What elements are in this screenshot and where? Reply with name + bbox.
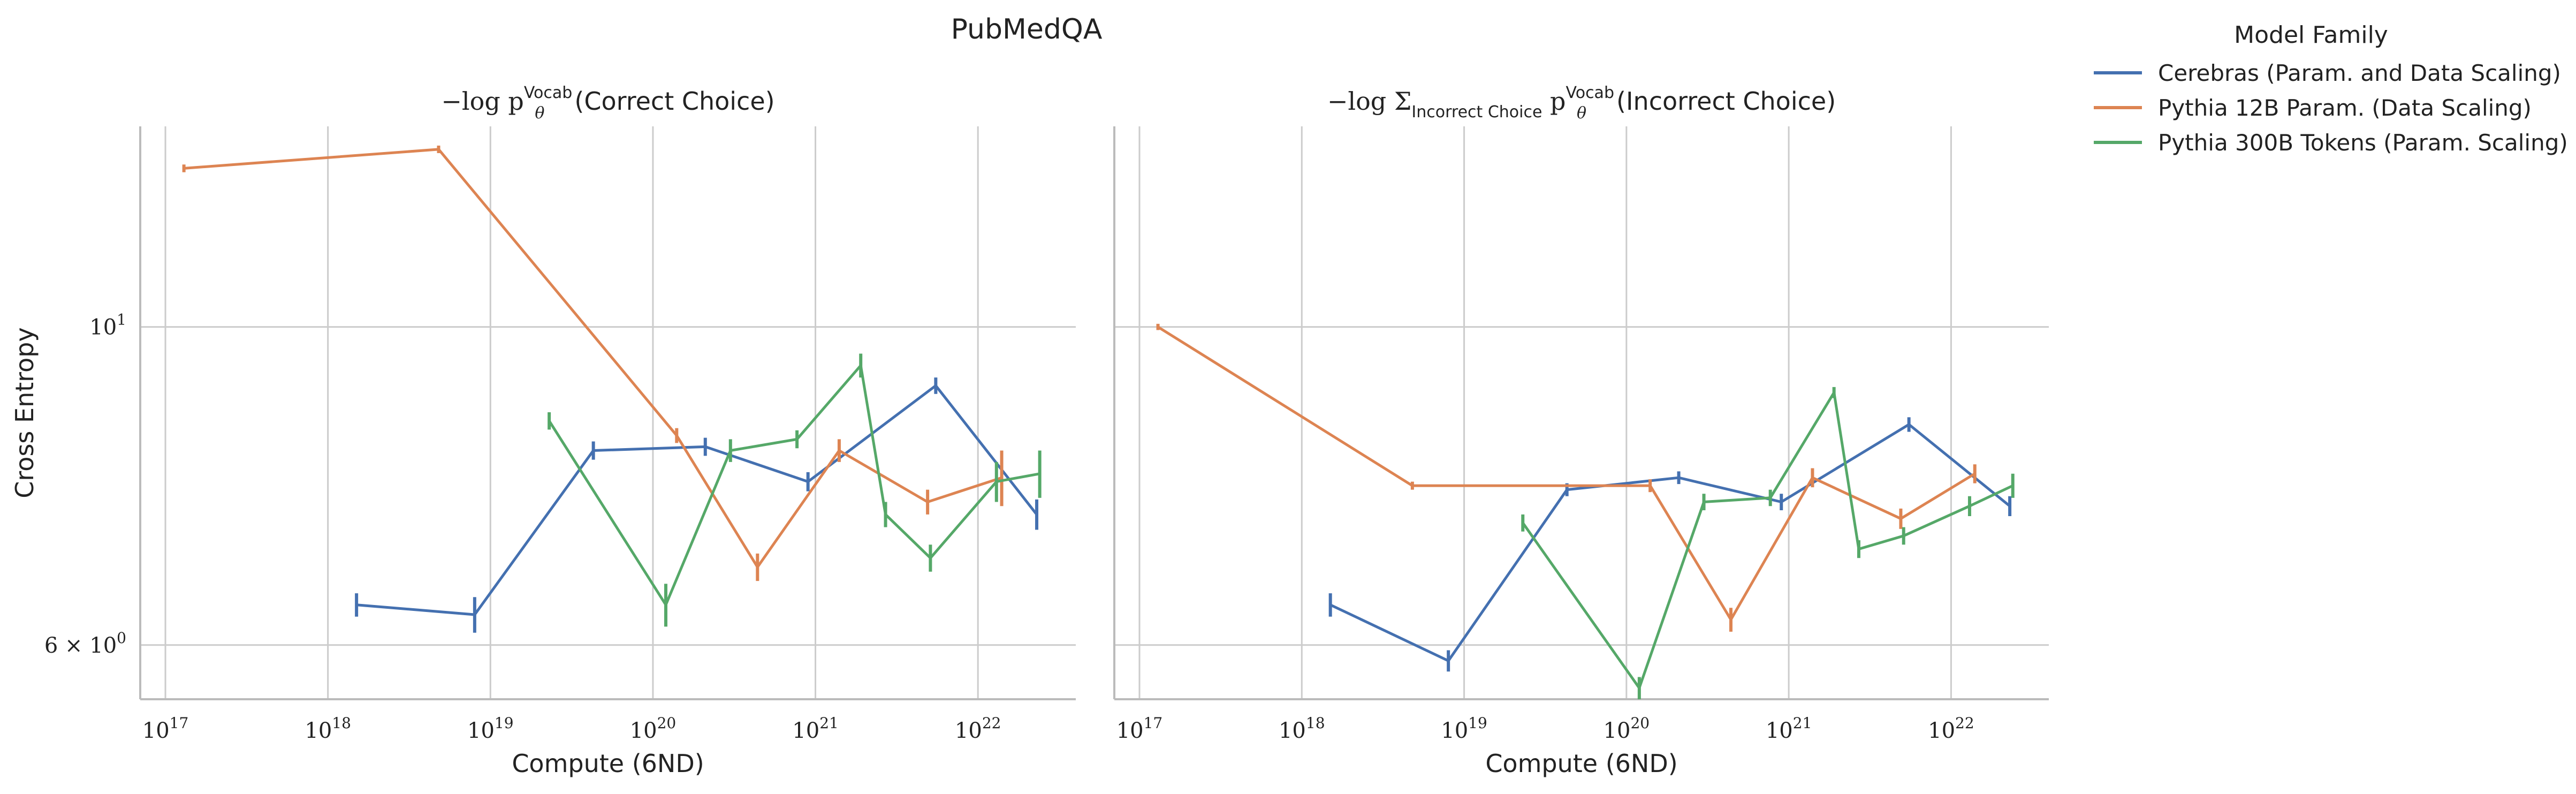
x-tick-label: 1021 (1766, 714, 1812, 743)
x-tick-label: 1019 (1441, 714, 1487, 743)
x-axis-label: Compute (6ND) (512, 749, 704, 778)
series-2 (1156, 323, 1977, 632)
x-axis-label: Compute (6ND) (1485, 749, 1677, 778)
legend-item: Pythia 12B Param. (Data Scaling) (2094, 95, 2532, 121)
panel-2: 1017 1018 1019 1020 1021 1022 Compute (6ND) −lo… (1113, 84, 2049, 778)
legend-item: Cerebras (Param. and Data Scaling) (2094, 60, 2561, 86)
y-tick-label: 6 × 100 (44, 629, 126, 658)
panel-1: 1017 1018 1019 1020 1021 1022 101 6 × 100 Comput… (10, 84, 1076, 778)
x-tick-label: 1022 (955, 714, 1001, 743)
x-tick-label: 1022 (1928, 714, 1974, 743)
series-line (548, 364, 1040, 607)
series-line (1157, 326, 1975, 621)
legend-title: Model Family (2234, 21, 2388, 49)
series-2 (182, 145, 1004, 581)
x-tick-label: 1021 (792, 714, 839, 743)
legend-item: Pythia 300B Tokens (Param. Scaling) (2094, 130, 2568, 156)
x-tick-label: 1018 (305, 714, 351, 743)
figure-title: PubMedQA (951, 13, 1103, 46)
series-line (1329, 423, 2011, 662)
x-tick-label: 1018 (1279, 714, 1325, 743)
y-tick-label: 101 (89, 311, 126, 340)
x-tick-label: 1017 (1116, 714, 1163, 743)
panels: 1017 1018 1019 1020 1021 1022 101 6 × 100 Comput… (10, 84, 2049, 778)
series-3 (1521, 387, 2015, 699)
y-axis-label: Cross Entropy (10, 327, 39, 498)
series-line (1522, 391, 2013, 690)
series-3 (548, 353, 1042, 627)
series-line (184, 148, 1002, 569)
x-tick-label: 1020 (630, 714, 677, 743)
series-1 (1328, 417, 2012, 672)
legend-label: Pythia 12B Param. (Data Scaling) (2158, 95, 2532, 121)
panel-title: −log ΣIncorrect Choice pVocab θ (Incorrect… (1327, 84, 1836, 123)
legend-label: Cerebras (Param. and Data Scaling) (2158, 60, 2561, 86)
legend-label: Pythia 300B Tokens (Param. Scaling) (2158, 130, 2568, 156)
x-tick-label: 1017 (142, 714, 189, 743)
series-1 (355, 377, 1039, 633)
x-tick-label: 1020 (1604, 714, 1650, 743)
x-tick-label: 1019 (467, 714, 514, 743)
legend: Model Family Cerebras (Param. and Data S… (2094, 21, 2568, 156)
panel-title: −log pVocab θ (Correct Choice) (441, 84, 774, 123)
